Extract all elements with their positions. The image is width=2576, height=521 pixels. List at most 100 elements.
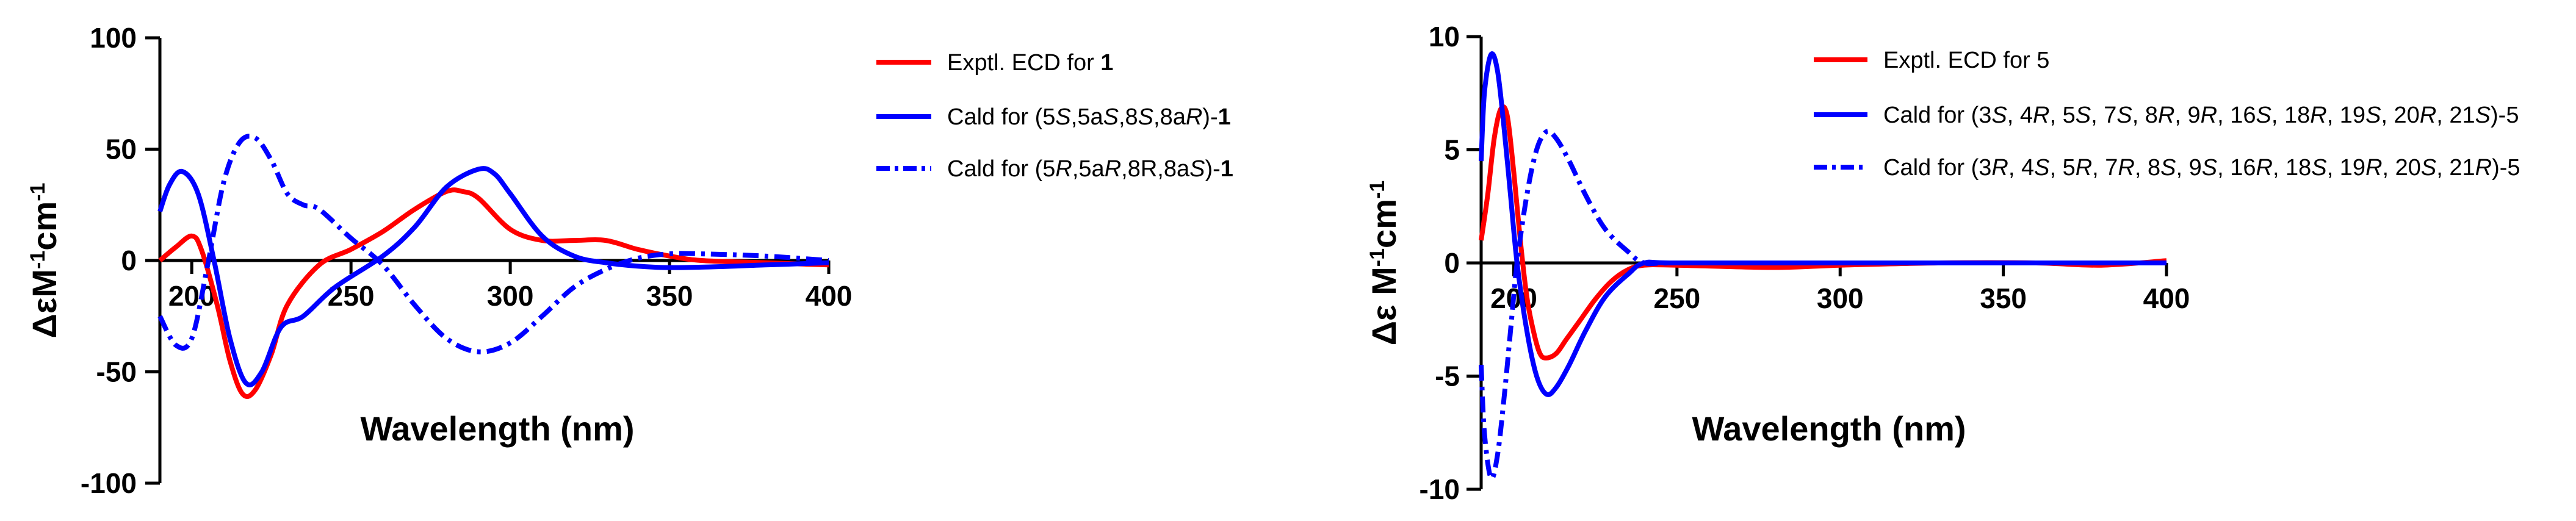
legend-label-part: )- bbox=[1202, 104, 1218, 130]
x-tick-label: 350 bbox=[1980, 282, 2027, 314]
legend-label-part: , 7 bbox=[2092, 155, 2118, 181]
legend-label-part: 1 bbox=[1100, 50, 1113, 76]
y-axis-title-part: -1 bbox=[1366, 181, 1389, 199]
series-line-2 bbox=[157, 166, 829, 387]
series-line-1 bbox=[1479, 104, 2167, 361]
x-axis-title: Wavelength (nm) bbox=[1692, 409, 1966, 448]
legend-label-part: , 8 bbox=[2132, 102, 2158, 128]
legend-label-part: S bbox=[1138, 104, 1153, 130]
legend-label-part: Cald for (5 bbox=[947, 104, 1055, 130]
x-axis-title: Wavelength (nm) bbox=[360, 409, 634, 448]
legend-label-part: , 21 bbox=[2436, 155, 2475, 181]
legend-label-part: )-5 bbox=[2491, 102, 2519, 128]
legend-label-part: )-5 bbox=[2492, 155, 2520, 181]
y-axis-title-part: Δε M bbox=[1365, 267, 1403, 345]
legend-label-part: , 19 bbox=[2327, 102, 2365, 128]
legend-label-part: R bbox=[2310, 102, 2326, 128]
x-tick-label: 300 bbox=[487, 280, 534, 312]
legend-label-part: R bbox=[1991, 155, 2008, 181]
legend-label-part: Exptl. ECD for 5 bbox=[1883, 48, 2049, 73]
y-tick-label: -10 bbox=[1420, 473, 1460, 505]
legend-label-part: R bbox=[2365, 155, 2382, 181]
y-tick-label: -5 bbox=[1435, 361, 1460, 392]
legend-label-part: , 18 bbox=[2273, 155, 2311, 181]
legend-label-part: ,8R,8a bbox=[1121, 156, 1190, 182]
legend-label-part: , 7 bbox=[2091, 102, 2116, 128]
legend-label-part: ,8a bbox=[1153, 104, 1186, 130]
legend-label-part: S bbox=[2256, 102, 2271, 128]
legend-label-part: R bbox=[2420, 102, 2436, 128]
y-axis-title-part: cm bbox=[1365, 199, 1403, 248]
y-tick-label: 100 bbox=[90, 22, 137, 54]
legend-label-part: , 20 bbox=[2383, 155, 2421, 181]
legend-label-part: R bbox=[1055, 156, 1072, 182]
legend-label-part: Cald for (5 bbox=[947, 156, 1055, 182]
y-axis-title-part: cm bbox=[25, 201, 63, 251]
legend-label-1: Exptl. ECD for 1 bbox=[947, 50, 1113, 76]
legend-label-part: , 9 bbox=[2176, 155, 2201, 181]
legend-label-part: S bbox=[1189, 156, 1205, 182]
series-line-3 bbox=[157, 134, 829, 354]
legend-label-part: S bbox=[2475, 102, 2491, 128]
legend-label-part: , 19 bbox=[2327, 155, 2365, 181]
legend-label-3: Cald for (5R,5aR,8R,8aS)-1 bbox=[947, 156, 1233, 182]
y-tick-label: 5 bbox=[1444, 134, 1460, 166]
legend-label-part: S bbox=[2076, 102, 2091, 128]
legend-label-part: S bbox=[1103, 104, 1119, 130]
legend-label-part: , 16 bbox=[2217, 102, 2256, 128]
y-tick-label: 0 bbox=[121, 245, 137, 276]
legend-label-part: Cald for (3 bbox=[1883, 155, 1991, 181]
y-axis-title-part: -1 bbox=[1366, 248, 1389, 267]
legend-label-part: S bbox=[2160, 155, 2176, 181]
y-tick-label: -50 bbox=[96, 356, 137, 388]
legend-label-part: S bbox=[2365, 102, 2381, 128]
legend-label-part: R bbox=[2033, 102, 2049, 128]
legend-label-part: R bbox=[2118, 155, 2134, 181]
legend-label-1: Exptl. ECD for 5 bbox=[1883, 48, 2049, 73]
legend-label-part: S bbox=[2034, 155, 2049, 181]
legend-label-2: Cald for (5S,5aS,8S,8aR)-1 bbox=[947, 104, 1231, 130]
legend-label-part: R bbox=[2201, 102, 2217, 128]
legend-label-3: Cald for (3R, 4S, 5R, 7R, 8S, 9S, 16R, 1… bbox=[1883, 155, 2520, 181]
legend-label-part: R bbox=[2256, 155, 2272, 181]
y-axis-title: Δε M-1cm-1 bbox=[1365, 181, 1403, 345]
legend-label-part: , 9 bbox=[2174, 102, 2200, 128]
legend-label-part: S bbox=[2311, 155, 2326, 181]
legend-label-part: R bbox=[1105, 156, 1121, 182]
legend-label-part: ,8 bbox=[1119, 104, 1138, 130]
legend-label-part: ,5a bbox=[1071, 104, 1104, 130]
y-axis-title-part: ΔεM bbox=[25, 269, 63, 338]
series-line-3 bbox=[1479, 129, 2167, 481]
legend-label-part: , 4 bbox=[2008, 155, 2034, 181]
y-tick-label: -100 bbox=[81, 467, 137, 499]
legend-label-2: Cald for (3S, 4R, 5S, 7S, 8R, 9R, 16S, 1… bbox=[1883, 102, 2519, 128]
y-axis-title-part: -1 bbox=[26, 251, 49, 269]
legend-label-part: , 21 bbox=[2436, 102, 2475, 128]
legend-label-part: 1 bbox=[1218, 104, 1231, 130]
legend-label-part: , 5 bbox=[2049, 155, 2075, 181]
legend-label-part: R bbox=[2076, 155, 2092, 181]
x-tick-label: 350 bbox=[646, 280, 693, 312]
legend-label-part: , 18 bbox=[2271, 102, 2310, 128]
x-tick-label: 400 bbox=[2143, 282, 2190, 314]
legend-label-part: , 20 bbox=[2381, 102, 2419, 128]
x-tick-label: 200 bbox=[168, 280, 215, 312]
y-tick-label: 50 bbox=[106, 134, 137, 165]
legend-label-part: R bbox=[2475, 155, 2492, 181]
legend-label-part: R bbox=[1186, 104, 1202, 130]
legend-label-part: Cald for (3 bbox=[1883, 102, 1991, 128]
x-tick-label: 400 bbox=[806, 280, 853, 312]
y-axis-title: ΔεM-1cm-1 bbox=[25, 183, 63, 339]
y-axis-title-part: -1 bbox=[26, 183, 49, 201]
legend-label-part: S bbox=[2116, 102, 2132, 128]
x-tick-label: 250 bbox=[1653, 282, 1700, 314]
legend-label-part: )- bbox=[1205, 156, 1220, 182]
legend-label-part: S bbox=[2421, 155, 2436, 181]
y-tick-label: 10 bbox=[1429, 21, 1460, 52]
legend-label-part: S bbox=[1991, 102, 2007, 128]
y-tick-label: 0 bbox=[1444, 247, 1460, 279]
legend-label-part: S bbox=[2202, 155, 2217, 181]
